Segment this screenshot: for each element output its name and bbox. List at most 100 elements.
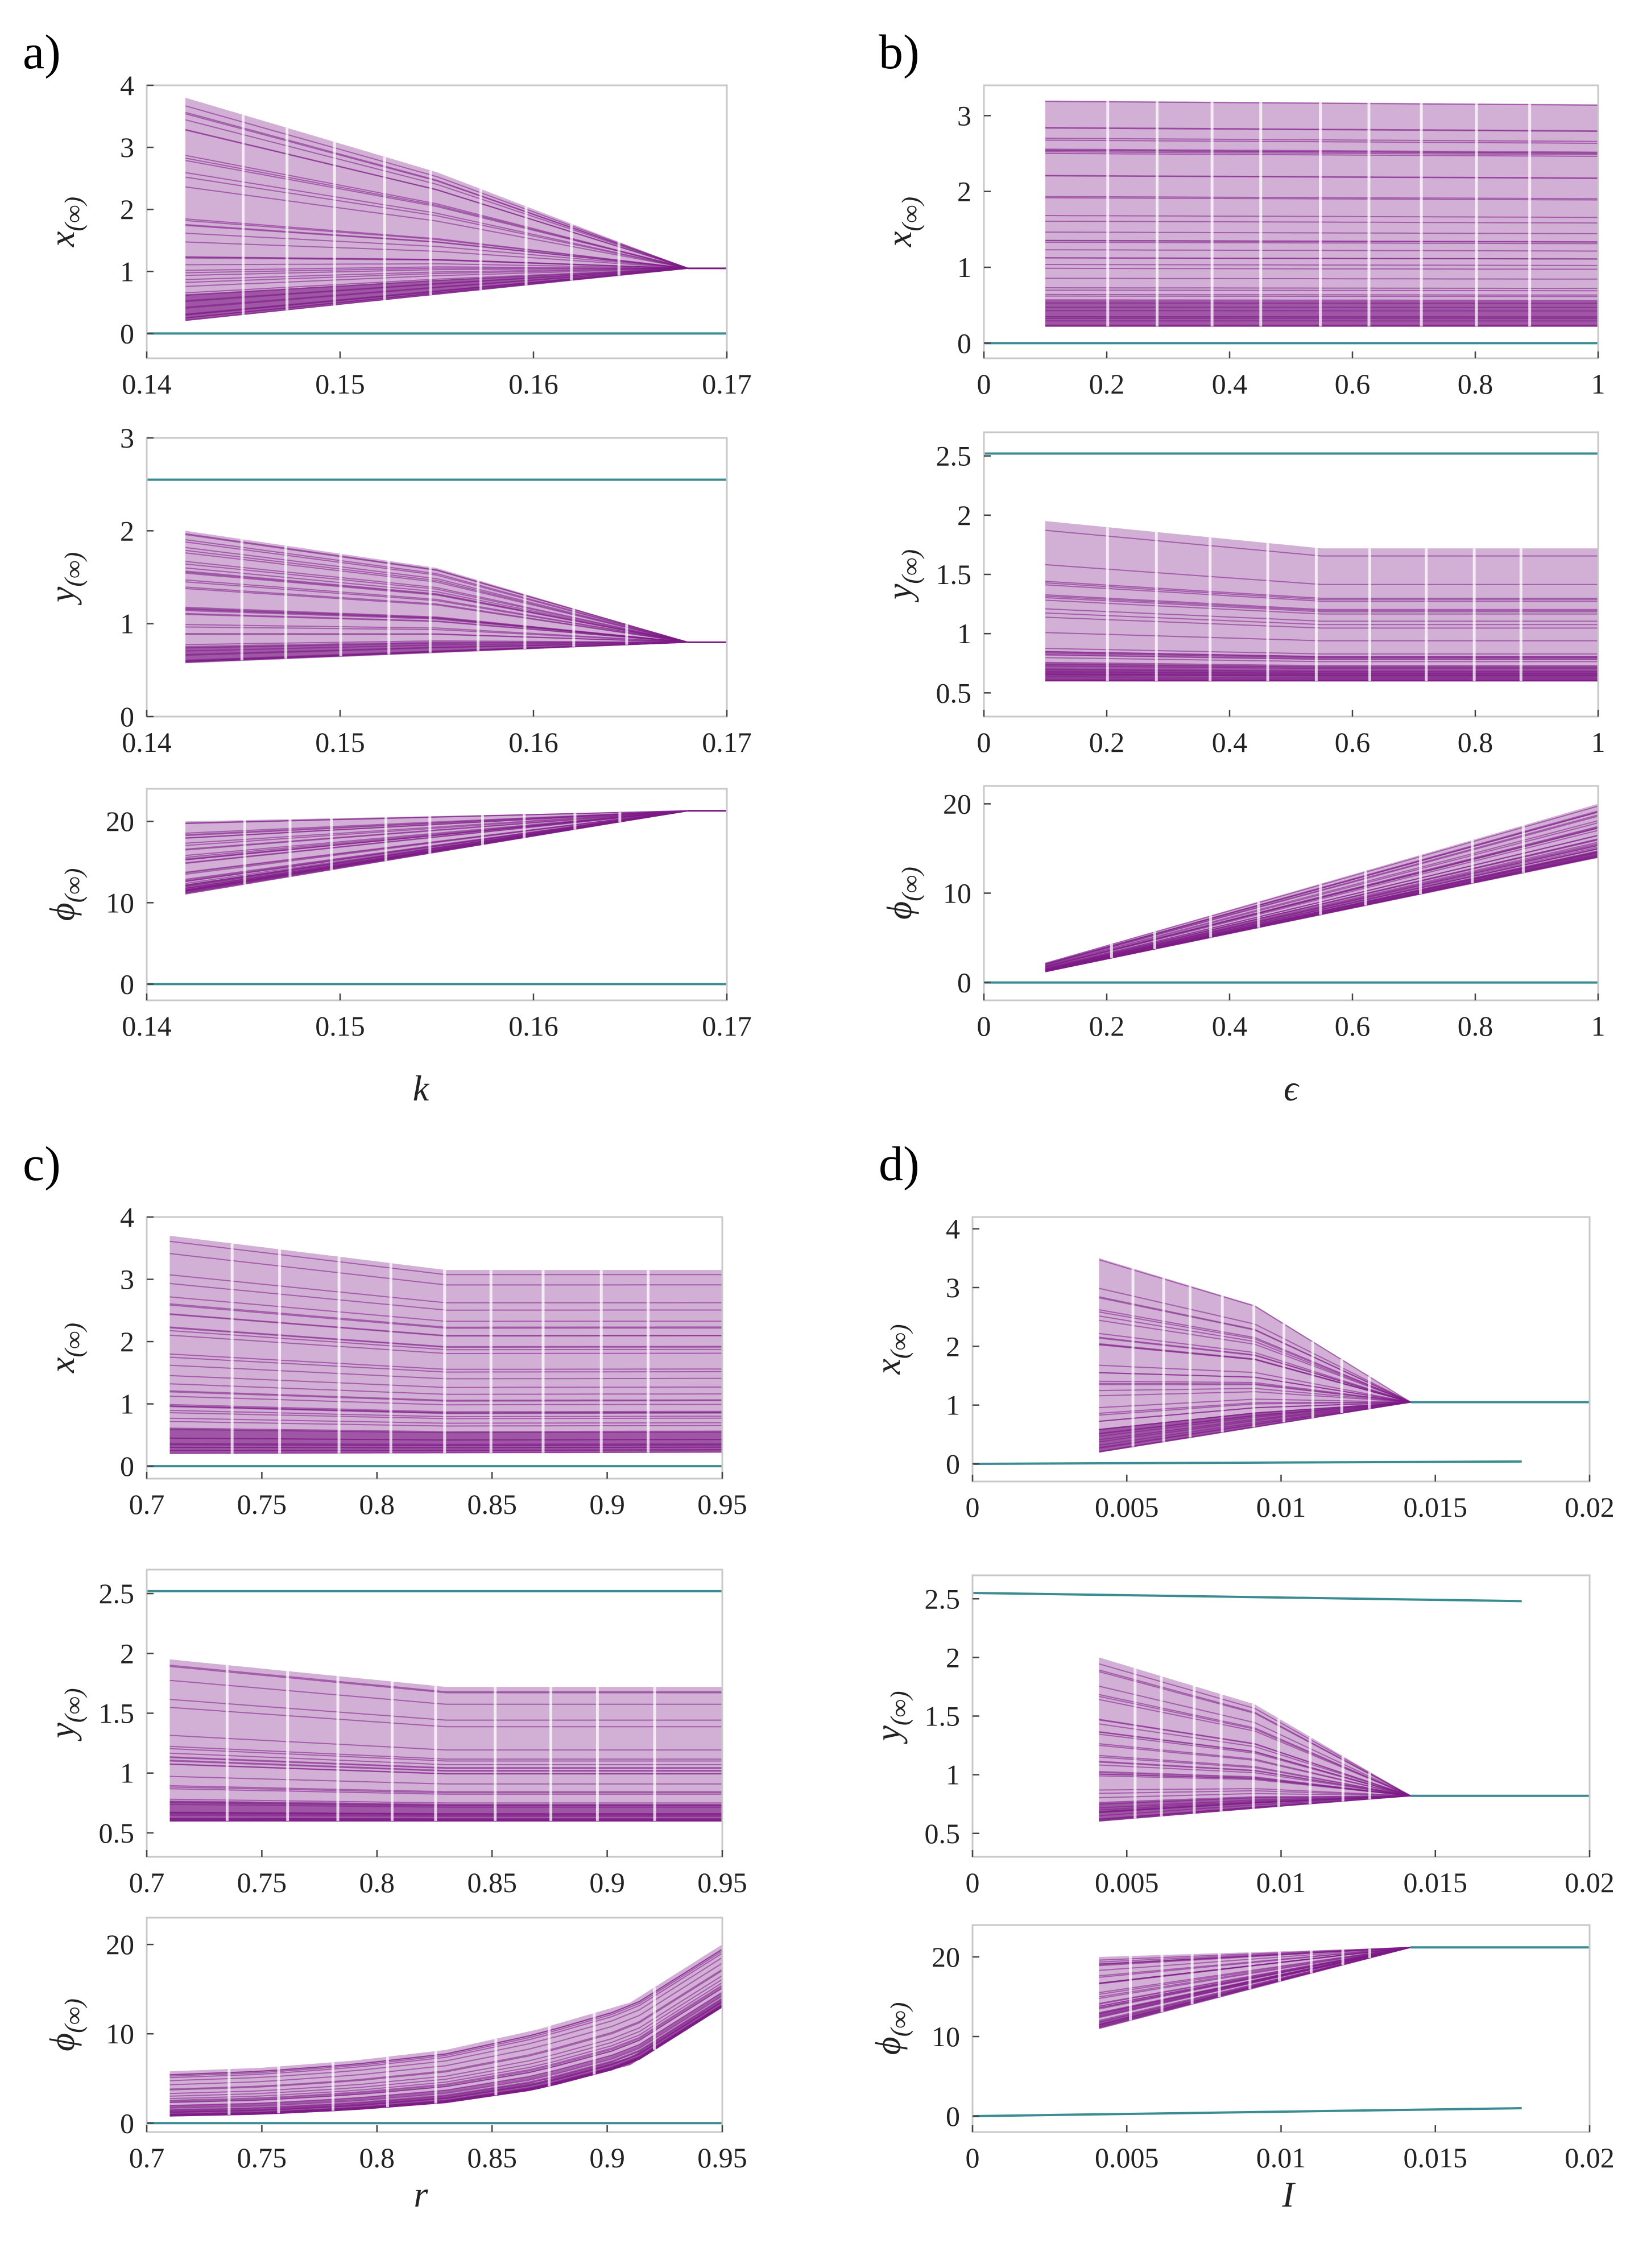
chaos-trace <box>1099 1947 1411 1971</box>
x-tick-label: 0.7 <box>129 1866 165 1898</box>
chaos-trace <box>185 267 688 274</box>
chaos-dense-base <box>185 268 688 321</box>
axes-frame <box>146 1917 723 2133</box>
chaos-trace <box>169 1785 722 1793</box>
chaos-trace <box>185 176 689 269</box>
x-tick-label: 0.01 <box>1256 1866 1306 1898</box>
y-tick-label: 20 <box>943 788 971 820</box>
y-tick-label: 3 <box>946 1272 960 1303</box>
chaos-trace <box>169 1788 722 1795</box>
chaos-trace <box>185 563 689 643</box>
x-axis-label: I <box>1281 2174 1296 2215</box>
y-tick-label: 4 <box>120 1201 134 1233</box>
x-tick-label: 0.8 <box>1458 726 1493 758</box>
x-tick-label: 0.8 <box>359 1488 395 1520</box>
y-tick-label: 4 <box>120 69 134 101</box>
y-tick-label: 1.5 <box>925 1700 961 1732</box>
chaos-trace <box>169 1948 722 2076</box>
equilibrium-line <box>973 2107 1522 2117</box>
y-tick-label: 0.5 <box>99 1817 135 1849</box>
chaos-trace <box>1099 1764 1411 1797</box>
y-tick-label: 1 <box>120 1757 134 1789</box>
y-tick-label: 2 <box>120 1326 134 1358</box>
chaos-trace <box>169 1763 722 1774</box>
chaos-trace <box>185 810 689 839</box>
chaos-trace <box>169 1748 722 1762</box>
chaos-trace <box>1099 1671 1411 1797</box>
y-tick-label: 3 <box>957 100 971 131</box>
chaos-band <box>1099 1657 1411 1822</box>
x-tick-label: 0.01 <box>1256 1491 1306 1523</box>
x-tick-label: 0.2 <box>1089 368 1125 400</box>
chaos-trace <box>169 1970 722 2091</box>
chaos-trace <box>185 810 689 856</box>
chaos-trace <box>169 1963 722 2085</box>
y-axis-label: x(∞) <box>43 197 88 247</box>
chaos-trace <box>1099 1761 1411 1797</box>
y-tick-label: 2 <box>946 1641 960 1673</box>
y-tick-label: 2 <box>120 515 134 547</box>
plot-area <box>147 1944 722 2125</box>
x-tick-label: 0.7 <box>129 1488 165 1520</box>
x-tick-label: 0.2 <box>1089 1010 1125 1042</box>
chaos-trace <box>169 1776 722 1785</box>
y-tick-label: 10 <box>106 2018 134 2050</box>
chaos-trace <box>185 111 689 269</box>
chaos-trace <box>169 1745 722 1760</box>
chaos-dense-base <box>1099 1795 1411 1822</box>
plot-area <box>973 1946 1590 2117</box>
x-tick-label: 0.4 <box>1212 726 1248 758</box>
y-axis-label: y(∞) <box>869 1691 913 1744</box>
x-tick-label: 0.4 <box>1212 1010 1248 1042</box>
panel-3: c) r 0.7 0.75 0.8 0.85 0.9 0.95 0 1 2 3 4 x(∞) 0.7 0.75… <box>23 1136 747 2215</box>
chaos-dense-base <box>185 810 688 895</box>
chaos-trace <box>1099 1947 1411 1998</box>
axes-frame <box>146 788 728 1001</box>
chaos-trace <box>185 267 689 280</box>
chaos-trace <box>1045 648 1598 655</box>
plot-area <box>147 810 727 986</box>
x-tick-label: 0.95 <box>697 1488 747 1520</box>
chaos-trace <box>169 1957 722 2081</box>
chaos-trace <box>169 1757 722 1769</box>
y-tick-label: 0.5 <box>936 677 972 709</box>
chaos-trace <box>185 541 689 643</box>
axes-frame <box>983 84 1599 359</box>
chaos-trace <box>169 1975 722 2095</box>
x-axis-label: ϵ <box>1284 1068 1300 1108</box>
y-tick-label: 20 <box>932 1941 960 1973</box>
chaos-trace <box>1045 597 1598 612</box>
chaos-trace <box>1045 652 1598 658</box>
y-tick-label: 2 <box>120 1637 134 1669</box>
chaos-band <box>185 97 727 321</box>
chaos-trace <box>169 1984 722 2101</box>
chaos-trace <box>1045 612 1598 626</box>
equilibrium-line <box>973 1460 1522 1465</box>
x-tick-label: 0.15 <box>315 726 365 758</box>
chaos-trace <box>185 218 689 269</box>
y-tick-label: 0.5 <box>925 1818 961 1849</box>
y-tick-label: 0 <box>120 701 134 732</box>
chaos-trace <box>169 1985 722 2102</box>
subplot-2: 0.14 0.15 0.16 0.17 0 1 2 3 y(∞) <box>43 422 752 758</box>
x-tick-label: 0.14 <box>122 368 172 400</box>
chaos-band <box>1045 521 1598 682</box>
y-tick-label: 2.5 <box>936 440 972 472</box>
chaos-trace <box>185 172 689 269</box>
chaos-trace <box>169 1952 722 2079</box>
chaos-trace <box>169 1707 722 1728</box>
y-axis-label: ϕ(∞) <box>43 868 88 921</box>
chaos-trace <box>169 1982 722 2100</box>
plot-area <box>973 1258 1590 1465</box>
chaos-trace <box>185 552 689 643</box>
y-tick-label: 2.5 <box>925 1583 961 1615</box>
subplot-2: 0 0.005 0.01 0.015 0.02 0.5 1 1.5 2 2.5 y(∞) <box>869 1574 1615 1898</box>
y-tick-label: 2 <box>957 176 971 208</box>
plot-area <box>147 478 727 664</box>
x-tick-label: 0.01 <box>1256 2142 1306 2174</box>
axes-frame <box>146 1216 723 1480</box>
chaos-trace <box>185 587 689 643</box>
chaos-trace <box>1099 1947 1411 1984</box>
plot-area <box>147 1235 722 1468</box>
